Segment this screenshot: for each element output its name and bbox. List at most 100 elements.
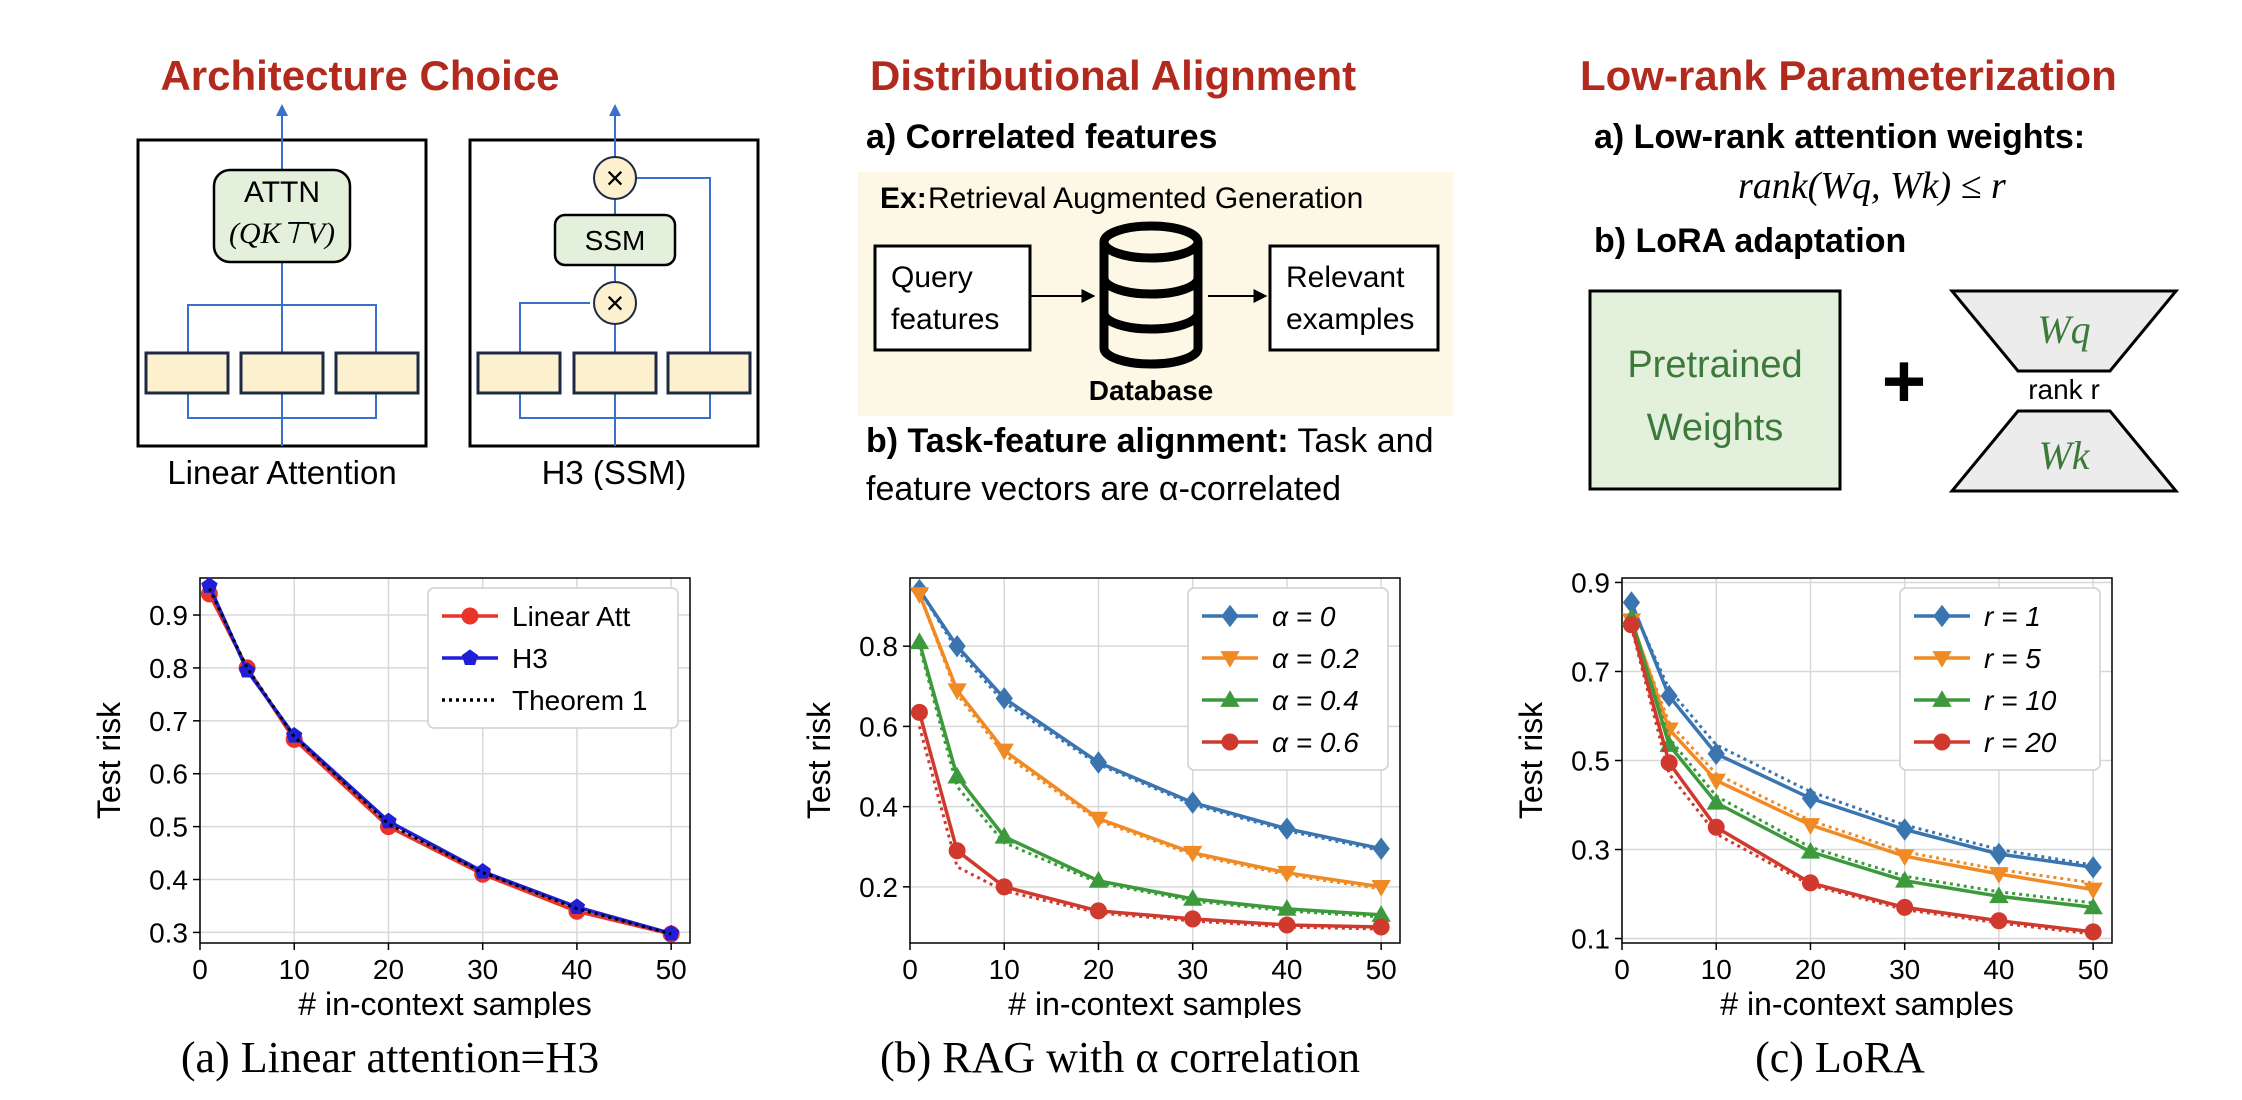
data-point — [380, 812, 397, 829]
plus-sign: + — [1882, 339, 1926, 424]
y-tick-label: 0.6 — [859, 711, 898, 742]
data-point — [1800, 818, 1821, 835]
rag-diagram: Ex: Retrieval Augmented Generation Query… — [858, 172, 1453, 416]
data-point — [1706, 792, 1726, 810]
data-point — [909, 632, 930, 650]
wk-label: Wk — [2038, 433, 2090, 478]
data-point — [994, 743, 1014, 761]
data-point — [1707, 742, 1725, 766]
data-point — [947, 766, 967, 784]
legend-label: r = 10 — [1984, 685, 2057, 716]
data-point — [1989, 867, 2009, 884]
chart-lora: 0 10 20 30 40 50 0.1 0.3 0.5 0.7 0.9 # in-context s… — [1513, 567, 2113, 1018]
x-tick-label: 50 — [656, 954, 687, 985]
data-point — [1371, 879, 1391, 897]
series-line — [208, 587, 672, 936]
caption-c: (c) LoRA — [1755, 1033, 1925, 1082]
legend-box — [1899, 587, 2101, 771]
data-point — [948, 842, 966, 860]
attn-formula: (QK⊤V) — [229, 217, 335, 250]
y-axis-label: Test risk — [91, 701, 127, 819]
heading-distributional-alignment: Distributional Alignment — [870, 52, 1357, 99]
database-icon — [1099, 221, 1203, 369]
database-label: Database — [1089, 375, 1214, 406]
data-point — [1372, 837, 1390, 860]
legend-marker — [1221, 733, 1239, 751]
architecture-diagram: ATTN (QK⊤V) × × SSM Linear Attention H3 … — [136, 104, 760, 490]
x-tick-label: 40 — [1271, 954, 1302, 985]
query-line1: Query — [891, 261, 973, 294]
pretrained-line2: Weights — [1647, 407, 1784, 449]
data-point — [1372, 918, 1390, 936]
series-1 — [909, 587, 1391, 897]
legend: r = 1 r = 5 r = 10 r = 20 — [1899, 587, 2101, 771]
legend-label: r = 1 — [1984, 601, 2041, 632]
relevant-line2: examples — [1286, 303, 1414, 336]
data-point — [1278, 916, 1296, 934]
y-tick-label: 0.2 — [859, 872, 898, 903]
data-point — [1277, 899, 1297, 916]
y-tick-label: 0.9 — [149, 600, 188, 631]
ssm-label: SSM — [585, 225, 646, 256]
x-tick-label: 20 — [1083, 954, 1114, 985]
lora-adaptation-title: b) LoRA adaptation — [1594, 222, 1907, 260]
data-point — [1088, 871, 1109, 888]
y-tick-label: 0.4 — [149, 865, 188, 896]
task-feature-text1: Task and — [1297, 422, 1434, 460]
data-point — [1184, 910, 1202, 928]
series-1 — [1621, 613, 2103, 900]
legend-box — [427, 587, 679, 729]
h3-block: × × SSM — [468, 104, 760, 448]
data-point — [1660, 754, 1678, 772]
multiply-icon-lower: × — [606, 285, 625, 321]
ex-prefix: Ex: — [880, 182, 927, 215]
chart-linear-attention: 0 10 20 30 40 50 0.3 0.4 0.5 0.6 0.7 0.8 0.9 # in-con… — [91, 577, 691, 1018]
y-tick-label: 0.8 — [149, 653, 188, 684]
series-0 — [1622, 591, 2102, 879]
wq-label: Wq — [2037, 307, 2090, 352]
y-tick-label: 0.3 — [149, 917, 188, 948]
data-point — [201, 577, 218, 593]
legend-label: r = 20 — [1984, 727, 2057, 758]
x-axis-label: # in-context samples — [1720, 986, 2013, 1018]
data-point — [1989, 886, 2009, 904]
data-point — [1895, 870, 1915, 888]
data-point — [1660, 684, 1678, 708]
y-tick-label: 0.8 — [859, 631, 898, 662]
data-point — [1801, 787, 1820, 810]
legend-label: α = 0.2 — [1272, 643, 1359, 674]
x-tick-label: 0 — [1614, 954, 1630, 985]
x-tick-label: 10 — [279, 954, 310, 985]
lora-diagram: Pretrained Weights + Wq rank r Wk — [1588, 289, 2180, 493]
ex-text: Retrieval Augmented Generation — [928, 182, 1363, 215]
h3-ssm-label: H3 (SSM) — [542, 454, 687, 490]
legend-marker — [1932, 651, 1952, 668]
x-tick-label: 20 — [1795, 954, 1826, 985]
legend-marker — [1221, 604, 1239, 628]
attn-label: ATTN — [244, 176, 320, 209]
rank-formula: rank(Wq, Wk) ≤ r — [1738, 165, 2006, 207]
x-tick-label: 20 — [373, 954, 404, 985]
data-point — [910, 703, 928, 721]
x-tick-label: 0 — [902, 954, 918, 985]
task-feature-title: b) Task-feature alignment: — [866, 422, 1289, 460]
data-point — [2083, 882, 2103, 900]
legend-label: α = 0.4 — [1272, 685, 1359, 716]
x-tick-label: 30 — [1889, 954, 1920, 985]
data-point — [1990, 912, 2008, 930]
data-point — [995, 687, 1013, 710]
data-point — [947, 683, 967, 701]
y-axis-label: Test risk — [801, 701, 837, 819]
x-tick-label: 30 — [467, 954, 498, 985]
legend: α = 0 α = 0.2 α = 0.4 α = 0.6 — [1187, 587, 1389, 771]
legend: Linear Att H3 Theorem 1 — [427, 587, 679, 729]
legend-marker — [461, 607, 479, 625]
x-axis-label: # in-context samples — [1008, 986, 1301, 1018]
multiply-icon-upper: × — [606, 160, 625, 196]
heading-architecture-choice: Architecture Choice — [160, 52, 560, 99]
data-point — [909, 587, 930, 604]
rank-label: rank r — [2028, 374, 2100, 405]
data-point — [1183, 845, 1203, 863]
legend-marker — [461, 649, 479, 665]
chart-rag-alpha: 0 10 20 30 40 50 0.2 0.4 0.6 0.8 # in-context samp… — [801, 577, 1401, 1018]
